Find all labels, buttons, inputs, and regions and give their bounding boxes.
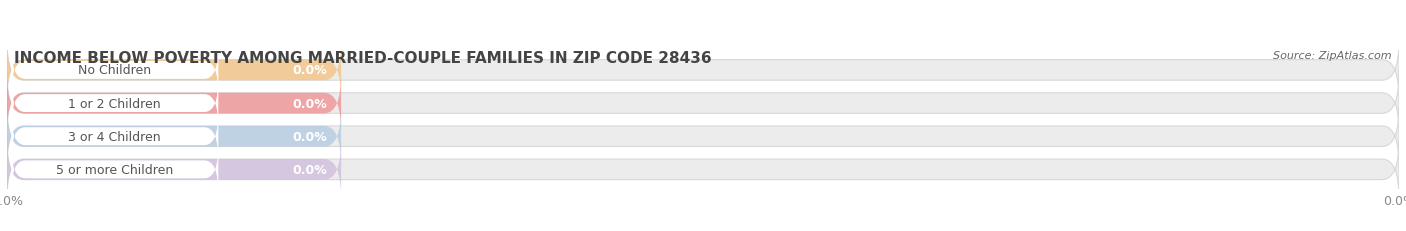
Text: 3 or 4 Children: 3 or 4 Children: [69, 130, 162, 143]
FancyBboxPatch shape: [7, 41, 1399, 100]
Text: 0.0%: 0.0%: [292, 64, 328, 77]
Text: INCOME BELOW POVERTY AMONG MARRIED-COUPLE FAMILIES IN ZIP CODE 28436: INCOME BELOW POVERTY AMONG MARRIED-COUPL…: [14, 51, 711, 66]
FancyBboxPatch shape: [11, 112, 218, 161]
FancyBboxPatch shape: [11, 46, 218, 95]
FancyBboxPatch shape: [11, 146, 218, 194]
Text: No Children: No Children: [79, 64, 152, 77]
Text: 1 or 2 Children: 1 or 2 Children: [69, 97, 162, 110]
FancyBboxPatch shape: [7, 107, 1399, 166]
FancyBboxPatch shape: [7, 140, 342, 199]
Text: 0.0%: 0.0%: [292, 97, 328, 110]
FancyBboxPatch shape: [7, 74, 342, 133]
Text: 0.0%: 0.0%: [292, 163, 328, 176]
FancyBboxPatch shape: [7, 41, 342, 100]
Text: 0.0%: 0.0%: [292, 130, 328, 143]
FancyBboxPatch shape: [11, 79, 218, 128]
Text: 5 or more Children: 5 or more Children: [56, 163, 173, 176]
FancyBboxPatch shape: [7, 107, 342, 166]
FancyBboxPatch shape: [7, 140, 1399, 199]
FancyBboxPatch shape: [7, 74, 1399, 133]
Text: Source: ZipAtlas.com: Source: ZipAtlas.com: [1274, 51, 1392, 61]
